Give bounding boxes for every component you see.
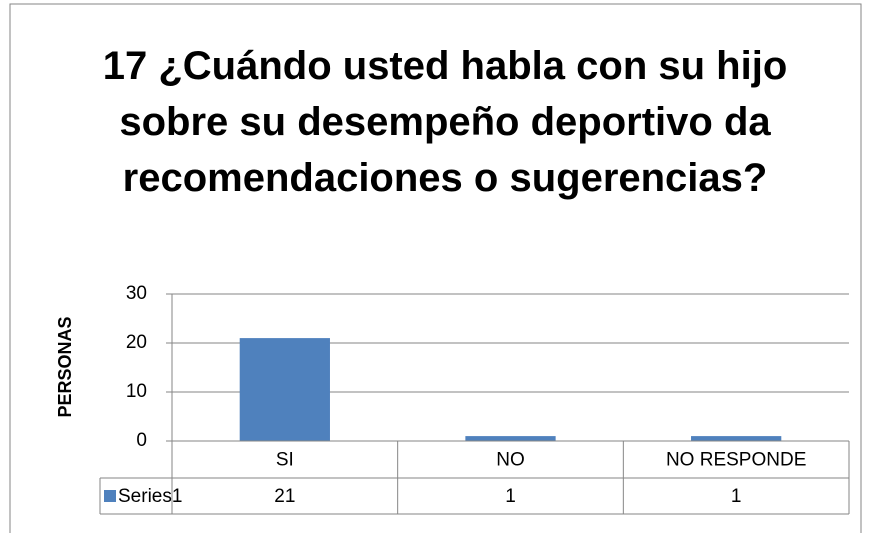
- bar: [691, 436, 782, 441]
- x-tick-label: NO: [496, 450, 525, 471]
- y-tick-label: 10: [126, 381, 147, 402]
- y-tick-label: 0: [136, 430, 147, 451]
- chart-title: 17 ¿Cuándo usted habla con su hijo sobre…: [102, 44, 788, 200]
- bar: [239, 338, 330, 441]
- y-axis-label: PERSONAS: [55, 316, 75, 417]
- x-tick-label: NO RESPONDE: [666, 450, 806, 471]
- chart-border: [9, 3, 862, 533]
- y-tick-label: 20: [126, 332, 147, 353]
- table-value: 1: [505, 486, 516, 507]
- table-value: 1: [731, 486, 742, 507]
- table-value: 21: [274, 486, 295, 507]
- legend-label: Series1: [118, 486, 182, 507]
- y-tick-label: 30: [126, 283, 147, 304]
- legend-key: [104, 490, 116, 502]
- bar: [465, 436, 556, 441]
- x-tick-label: SI: [276, 450, 294, 471]
